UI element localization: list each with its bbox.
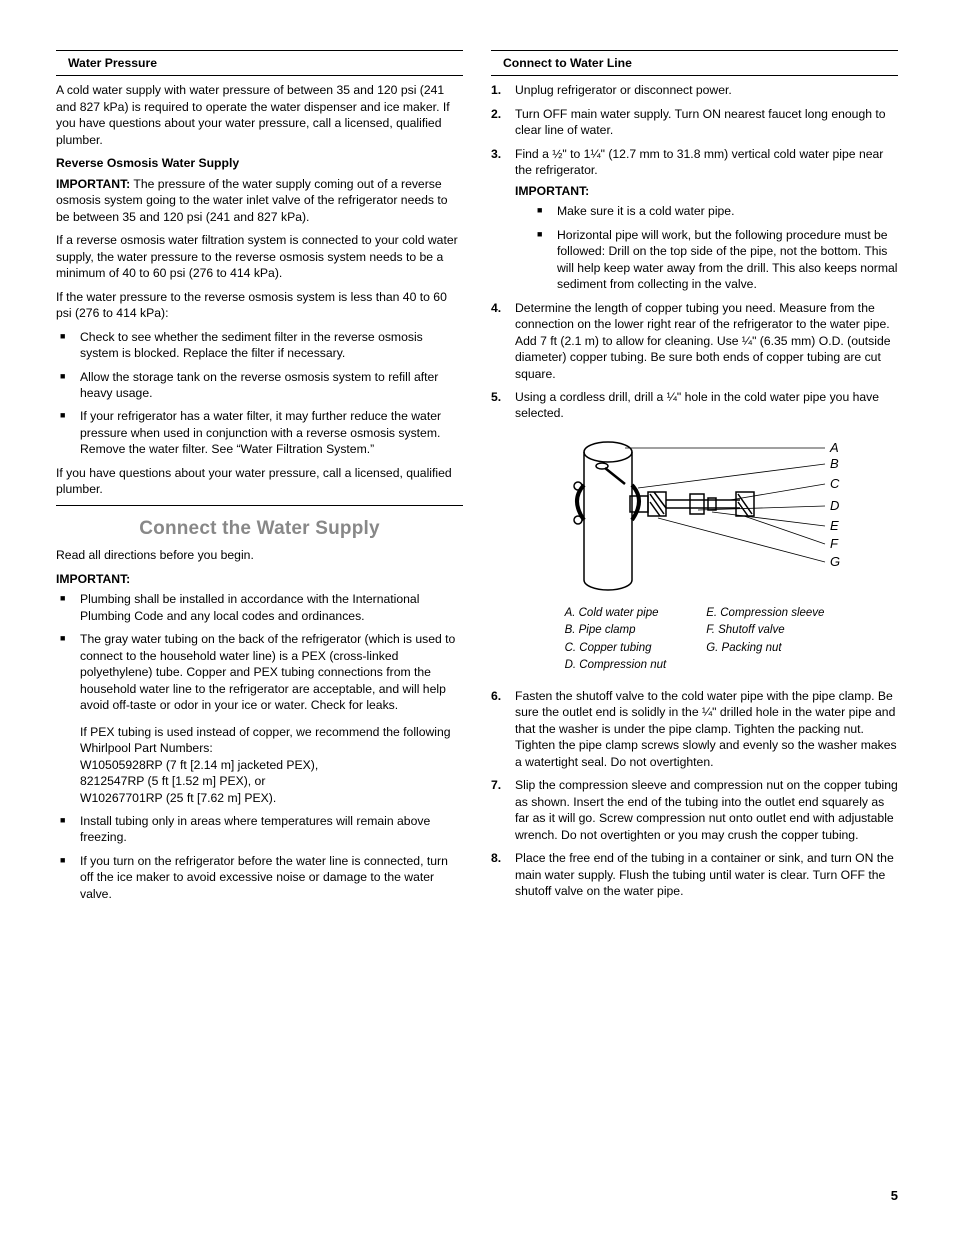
left-column: Water Pressure A cold water supply with … — [56, 50, 463, 909]
right-column: Connect to Water Line Unplug refrigerato… — [491, 50, 898, 909]
legend-column-left: A. Cold water pipe B. Pipe clamp C. Copp… — [565, 606, 667, 676]
two-column-layout: Water Pressure A cold water supply with … — [56, 50, 898, 909]
legend-item: B. Pipe clamp — [565, 623, 667, 639]
ro-bullet: If your refrigerator has a water filter,… — [56, 408, 463, 457]
ro-bullet: Allow the storage tank on the reverse os… — [56, 369, 463, 402]
legend-item: D. Compression nut — [565, 658, 667, 674]
diagram-label-b: B — [830, 456, 839, 471]
diagram-label-f: F — [830, 536, 839, 551]
legend-item: C. Copper tubing — [565, 641, 667, 657]
pex-note-line: 8212547RP (5 ft [1.52 m] PEX), or — [80, 773, 463, 789]
water-pressure-paragraph: A cold water supply with water pressure … — [56, 82, 463, 148]
connect-important-label: IMPORTANT: — [56, 571, 463, 587]
diagram-label-c: C — [830, 476, 840, 491]
important-label: IMPORTANT: — [56, 177, 130, 191]
connect-bullet: Install tubing only in areas where tempe… — [56, 813, 463, 846]
step-3-bullet: Make sure it is a cold water pipe. — [533, 203, 898, 219]
legend-item: G. Packing nut — [706, 641, 824, 657]
ro-closing: If you have questions about your water p… — [56, 465, 463, 498]
connect-bullet-text: The gray water tubing on the back of the… — [80, 632, 455, 712]
connect-line-heading: Connect to Water Line — [503, 56, 632, 70]
valve-diagram-icon: A B C D E F G — [530, 430, 860, 600]
step-1: Unplug refrigerator or disconnect power. — [491, 82, 898, 98]
connect-bullet: Plumbing shall be installed in accordanc… — [56, 591, 463, 624]
step-8: Place the free end of the tubing in a co… — [491, 850, 898, 899]
connect-bullet-list: Plumbing shall be installed in accordanc… — [56, 591, 463, 902]
step-3-important-label: IMPORTANT: — [515, 183, 898, 199]
step-3-bullets: Make sure it is a cold water pipe. Horiz… — [533, 203, 898, 292]
connect-bullet: If you turn on the refrigerator before t… — [56, 853, 463, 902]
diagram-label-e: E — [830, 518, 839, 533]
page-number: 5 — [891, 1187, 898, 1205]
water-pressure-heading-box: Water Pressure — [56, 50, 463, 76]
horizontal-rule — [56, 505, 463, 506]
steps-list-continued: Fasten the shutoff valve to the cold wat… — [491, 688, 898, 900]
water-pressure-heading: Water Pressure — [68, 56, 157, 70]
ro-important-paragraph: IMPORTANT: The pressure of the water sup… — [56, 176, 463, 225]
reverse-osmosis-heading: Reverse Osmosis Water Supply — [56, 155, 463, 171]
legend-item: A. Cold water pipe — [565, 606, 667, 622]
connect-line-heading-box: Connect to Water Line — [491, 50, 898, 76]
ro-bullet-list: Check to see whether the sediment filter… — [56, 329, 463, 458]
legend-item: E. Compression sleeve — [706, 606, 824, 622]
pex-note-line: W10267701RP (25 ft [7.62 m] PEX). — [80, 790, 463, 806]
ro-bullet: Check to see whether the sediment filter… — [56, 329, 463, 362]
connect-bullet: The gray water tubing on the back of the… — [56, 631, 463, 806]
step-3-text: Find a ½" to 1¼" (12.7 mm to 31.8 mm) ve… — [515, 147, 883, 177]
diagram-label-g: G — [830, 554, 840, 569]
step-3-bullet: Horizontal pipe will work, but the follo… — [533, 227, 898, 293]
diagram-label-d: D — [830, 498, 839, 513]
step-6: Fasten the shutoff valve to the cold wat… — [491, 688, 898, 770]
steps-list: Unplug refrigerator or disconnect power.… — [491, 82, 898, 421]
ro-paragraph-3: If the water pressure to the reverse osm… — [56, 289, 463, 322]
step-2: Turn OFF main water supply. Turn ON near… — [491, 106, 898, 139]
diagram-label-a: A — [829, 440, 839, 455]
diagram-container: A B C D E F G A. Cold water pipe B. Pipe… — [491, 430, 898, 676]
pex-note-line: W10505928RP (7 ft [2.14 m] jacketed PEX)… — [80, 757, 463, 773]
step-5: Using a cordless drill, drill a ¼" hole … — [491, 389, 898, 422]
diagram-legend: A. Cold water pipe B. Pipe clamp C. Copp… — [565, 606, 825, 676]
step-7: Slip the compression sleeve and compress… — [491, 777, 898, 843]
step-3: Find a ½" to 1¼" (12.7 mm to 31.8 mm) ve… — [491, 146, 898, 293]
step-4: Determine the length of copper tubing yo… — [491, 300, 898, 382]
legend-item: F. Shutoff valve — [706, 623, 824, 639]
pex-note-line: If PEX tubing is used instead of copper,… — [80, 724, 463, 757]
connect-intro: Read all directions before you begin. — [56, 547, 463, 563]
ro-paragraph-2: If a reverse osmosis water filtration sy… — [56, 232, 463, 281]
legend-column-right: E. Compression sleeve F. Shutoff valve G… — [706, 606, 824, 676]
connect-water-supply-title: Connect the Water Supply — [56, 516, 463, 542]
